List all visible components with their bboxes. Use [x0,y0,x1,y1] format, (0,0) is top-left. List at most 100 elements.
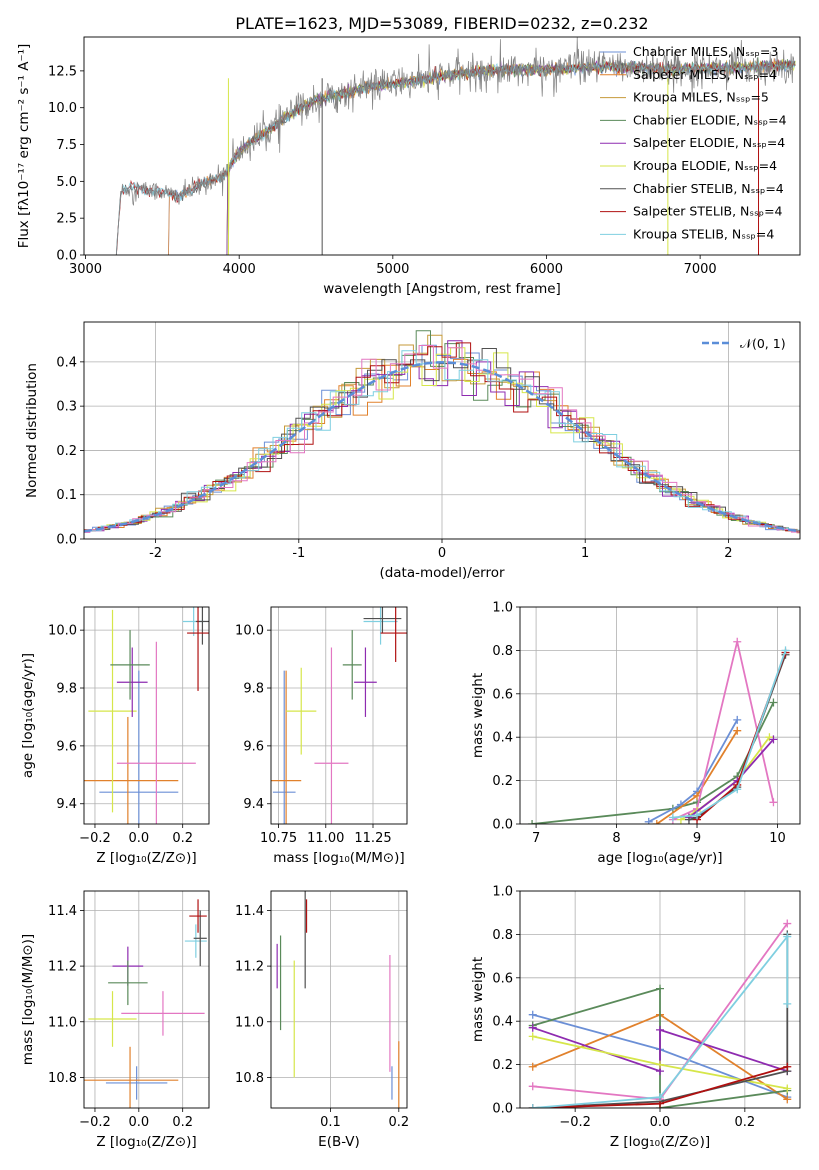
x-tick-label: 0.1 [320,1115,341,1130]
legend-label: Salpeter MILES, Nₛₛₚ=4 [633,67,777,82]
y-tick-label: 0.4 [492,731,513,746]
x-tick-label: 5000 [376,262,409,277]
x-tick-label: 0.2 [172,831,193,846]
y-tick-label: 0.4 [56,355,77,370]
y-tick-label: 10.8 [235,1071,264,1086]
axes-frame [83,36,801,256]
axes-frame [83,321,801,540]
y-tick-label: 0.8 [492,644,513,659]
legend-label: Kroupa STELIB, Nₛₛₚ=4 [633,226,774,241]
y-tick-label: 10.0 [235,624,264,639]
legend-label: Salpeter STELIB, Nₛₛₚ=4 [633,204,783,219]
y-tick-label: 0.2 [492,774,513,789]
x-tick-label: −0.2 [79,831,111,846]
chart-title: PLATE=1623, MJD=53089, FIBERID=0232, z=0… [235,14,648,33]
axes-frame [270,606,408,825]
y-tick-label: 0.8 [492,928,513,943]
weight-marker [652,820,661,824]
chart-spectrum: 3000 4000 5000 6000 7000 0.0 2.5 5.0 7.5 10.0 12.5… [16,14,801,297]
x-tick-label: 10.75 [260,831,297,846]
data-spectrum-line [115,37,796,255]
x-axis-label: mass [log₁₀(M/M⊙)] [273,850,404,866]
y-tick-label: 12.5 [48,64,77,79]
weight-marker [693,811,702,820]
weight-marker [528,1082,537,1091]
normal-curve [84,361,800,533]
weight-marker [733,785,742,794]
weight-marker [783,999,792,1008]
x-axis-label: age [log₁₀(age/yr)] [597,850,722,866]
y-tick-label: 11.2 [235,960,264,975]
histogram-step [84,350,800,533]
x-axis-label: Z [log₁₀(Z/Z⊙)] [610,1134,710,1150]
x-tick-label: -2 [149,546,162,561]
weight-line [532,934,789,1108]
histogram-step [84,348,800,533]
y-tick-label: 9.6 [243,739,264,754]
y-tick-label: 9.4 [56,797,77,812]
x-tick-label: 3000 [69,262,102,277]
plot-area [84,607,209,824]
x-tick-label: 11.25 [354,831,391,846]
x-tick-label: 10 [769,831,786,846]
weight-marker [733,637,742,646]
y-tick-label: 0.6 [492,687,513,702]
y-tick-label: 11.0 [48,1015,77,1030]
y-tick-label: 10.0 [48,624,77,639]
weight-marker [528,820,537,824]
legend-label: Chabrier ELODIE, Nₛₛₚ=4 [633,112,787,127]
weight-marker [783,1084,792,1093]
weight-marker [783,1062,792,1071]
weight-marker [733,726,742,735]
weight-marker [781,646,790,655]
y-axis-label: age [log₁₀(age/yr)] [20,653,36,778]
y-tick-label: 10.8 [48,1071,77,1086]
legend-label: 𝒩(0, 1) [740,336,786,351]
weight-marker [783,1095,792,1104]
y-tick-label: 0.1 [56,488,77,503]
plot-area [115,37,796,255]
x-tick-label: 0 [438,546,446,561]
plot-area [84,891,209,1108]
y-tick-label: 9.6 [56,739,77,754]
x-tick-label: −0.2 [559,1115,591,1130]
y-tick-label: 0.2 [56,444,77,459]
weight-marker [668,813,677,822]
weight-marker [644,817,653,824]
x-tick-label: 0.2 [735,1115,756,1130]
weight-marker [769,735,778,744]
weight-marker [656,984,664,993]
plot-area [520,607,800,824]
weight-marker [769,798,778,807]
chart-weight-age: 7 8 9 10 0.0 0.2 0.4 0.6 0.8 1.0 age [log₁₀(age/yr… [470,601,801,866]
x-tick-label: 9 [693,831,701,846]
chart-residuals: -2 -1 0 1 2 0.0 0.1 0.2 0.3 0.4 (data-model)/error… [24,321,801,581]
x-tick-label: 0.0 [650,1115,671,1130]
weight-marker [528,1032,537,1041]
axes-frame [270,890,408,1109]
y-tick-label: 9.4 [243,797,264,812]
x-tick-label: 6000 [530,262,563,277]
x-tick-label: 4000 [223,262,256,277]
weight-marker [656,1025,664,1034]
weight-line [688,738,775,819]
weight-line [672,650,787,819]
y-tick-label: 0.4 [492,1015,513,1030]
weight-marker [528,1062,537,1071]
axes-frame [519,606,801,825]
axes-frame [519,890,801,1109]
y-tick-label: 0.0 [56,533,77,548]
y-axis-label: Normed distribution [24,363,40,498]
x-tick-label: 7000 [684,262,717,277]
weight-line [532,1026,788,1073]
y-axis-label: Flux [fλ10⁻¹⁷ erg cm⁻² s⁻¹ A⁻¹] [16,44,32,249]
y-tick-label: 1.0 [492,601,513,616]
y-tick-label: 5.0 [56,175,77,190]
chart-age-mass: 10.75 11.00 11.25 9.4 9.6 9.8 10.0 mass [log₁₀(… [235,606,408,866]
plot-area [520,891,800,1108]
model-spectrum-line [226,57,796,255]
y-tick-label: 11.2 [48,960,77,975]
plot-area [84,322,800,539]
weight-line [648,719,738,823]
